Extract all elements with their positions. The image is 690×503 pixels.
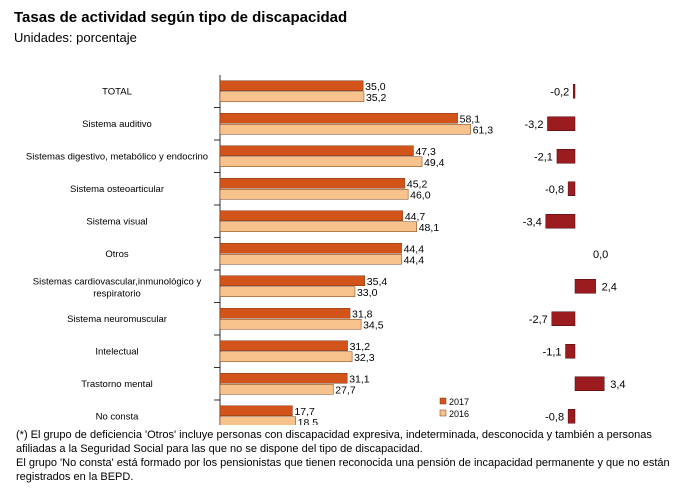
bar-2016 xyxy=(219,124,471,135)
bar-2017 xyxy=(219,405,293,416)
data-label-2016: 18,5 xyxy=(298,417,319,425)
legend-swatch-2017 xyxy=(439,397,447,405)
bar-2016 xyxy=(219,384,334,395)
bar-2017 xyxy=(219,113,458,124)
category-label: No consta xyxy=(96,411,139,422)
data-label-2017: 47,3 xyxy=(415,146,436,158)
bar-2017 xyxy=(219,178,406,189)
bar-2017 xyxy=(219,275,366,286)
bar-2016 xyxy=(219,254,402,265)
bar-2016 xyxy=(219,286,356,297)
category-label: Sistema osteoarticular xyxy=(70,184,164,195)
data-label-2017: 31,2 xyxy=(350,341,371,353)
difference-bar xyxy=(574,376,605,391)
data-label-2016: 27,7 xyxy=(335,384,356,396)
difference-bar xyxy=(551,311,576,326)
difference-label: 2,4 xyxy=(602,281,617,293)
bar-2017 xyxy=(219,80,364,91)
data-label-2016: 33,0 xyxy=(357,287,378,299)
category-label: Sistemas digestivo, metabólico y endocri… xyxy=(26,151,208,162)
data-label-2017: 31,1 xyxy=(349,373,370,385)
legend-label-2017: 2017 xyxy=(449,397,469,407)
data-label-2016: 48,1 xyxy=(419,222,440,234)
footnote-otros: (*) El grupo de deficiencia 'Otros' incl… xyxy=(16,429,652,455)
difference-bar xyxy=(565,344,576,359)
category-label: Otros xyxy=(105,249,128,260)
bar-2016 xyxy=(219,416,296,425)
chart-title: Tasas de actividad según tipo de discapa… xyxy=(14,9,348,26)
data-label-2017: 31,8 xyxy=(352,308,373,320)
difference-label: -0,8 xyxy=(545,411,564,423)
difference-label: -2,1 xyxy=(534,151,553,163)
difference-label: 0,0 xyxy=(593,249,608,261)
bar-2017 xyxy=(219,308,351,319)
category-label: Trastorno mental xyxy=(81,379,152,390)
data-label-2017: 58,1 xyxy=(460,113,481,125)
difference-label: -3,2 xyxy=(525,119,544,131)
difference-bar xyxy=(545,214,576,229)
bar-2016 xyxy=(219,319,362,330)
chart-subtitle: Unidades: porcentaje xyxy=(14,30,137,45)
data-label-2017: 44,7 xyxy=(405,211,426,223)
legend-swatch-2016 xyxy=(439,409,447,417)
difference-bar xyxy=(567,409,576,424)
bar-2017 xyxy=(219,145,414,156)
category-label: Intelectual xyxy=(95,346,138,357)
data-label-2017: 35,4 xyxy=(367,276,388,288)
difference-bar xyxy=(567,181,576,196)
bar-2017 xyxy=(219,373,348,384)
category-label: TOTAL xyxy=(102,86,132,97)
data-label-2017: 17,7 xyxy=(294,406,315,418)
bar-2017 xyxy=(219,210,404,221)
bar-2016 xyxy=(219,351,353,362)
data-label-2016: 34,5 xyxy=(363,319,384,331)
category-label: Sistema neuromuscular xyxy=(67,314,167,325)
difference-label: -3,4 xyxy=(523,216,542,228)
legend-label-2016: 2016 xyxy=(449,409,469,419)
data-label-2017: 45,2 xyxy=(407,178,428,190)
difference-label: 3,4 xyxy=(610,379,625,391)
difference-bar xyxy=(573,84,576,99)
activity-rate-chart: TOTAL Sistema auditivo Sistemas digestivo,… xyxy=(26,75,626,425)
data-label-2017: 44,4 xyxy=(404,243,425,255)
data-label-2017: 35,0 xyxy=(365,81,386,93)
data-label-2016: 46,0 xyxy=(410,189,431,201)
difference-label: -2,7 xyxy=(529,314,548,326)
bar-2016 xyxy=(219,189,409,200)
category-label: Sistemas cardiovascular,inmunológico y re… xyxy=(33,276,202,299)
footnote-no-consta: El grupo 'No consta' está formado por lo… xyxy=(16,457,670,483)
bar-2016 xyxy=(219,156,423,167)
difference-label: -0,8 xyxy=(545,184,564,196)
data-label-2016: 61,3 xyxy=(473,124,494,136)
data-label-2016: 35,2 xyxy=(366,92,387,104)
difference-label: -0,2 xyxy=(550,86,569,98)
bar-2017 xyxy=(219,243,402,254)
data-label-2016: 32,3 xyxy=(354,352,375,364)
data-label-2016: 49,4 xyxy=(424,157,445,169)
bar-2017 xyxy=(219,340,348,351)
difference-bar xyxy=(556,149,576,164)
bar-2016 xyxy=(219,221,417,232)
footnotes: (*) El grupo de deficiencia 'Otros' incl… xyxy=(16,428,684,484)
difference-label: -1,1 xyxy=(543,346,562,358)
category-label: Sistema auditivo xyxy=(82,119,152,130)
data-label-2016: 44,4 xyxy=(404,254,425,266)
bar-2016 xyxy=(219,91,365,102)
category-label: Sistema visual xyxy=(86,216,147,227)
difference-bar xyxy=(547,116,576,131)
difference-bar xyxy=(574,279,596,294)
